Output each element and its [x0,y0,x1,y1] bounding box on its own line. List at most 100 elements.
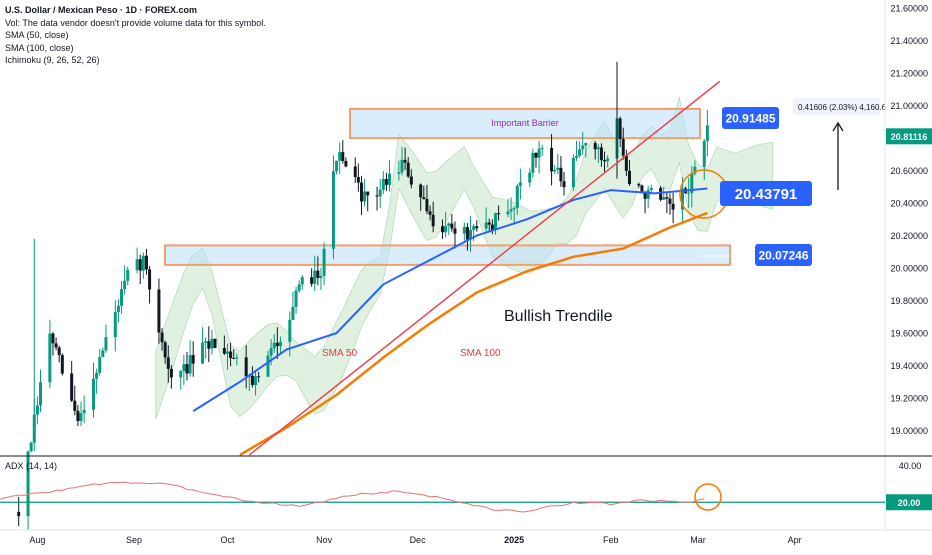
candle-body [310,277,314,284]
candle-body [51,333,55,344]
candle-body [409,176,413,185]
candle-body [297,284,301,291]
candle-body [512,208,516,210]
x-tick-label: Nov [316,535,333,545]
candle-body [73,400,77,411]
candle-body [17,511,21,517]
candle-body [493,213,497,230]
candle-body [375,195,379,197]
candle-body [250,375,254,386]
x-tick-label: Sep [126,535,142,545]
candle-body [257,376,261,378]
price-label-box [720,181,812,206]
candle-body [182,364,186,372]
candle-body [141,255,145,271]
annotation-sma50: SMA 50 [322,348,357,359]
candle-body [444,225,448,233]
candle-body [637,184,641,186]
candle-body [278,341,282,347]
candle-body [331,171,335,249]
x-tick-label: Mar [690,535,706,545]
x-tick-label: Aug [29,535,45,545]
candle-body [204,341,208,343]
candle-body [705,125,709,141]
candle-body [54,343,58,348]
candle-body [98,357,102,373]
candle-body [157,289,161,333]
candle-body [185,364,189,374]
candle-body [344,161,348,167]
study-sma100[interactable]: SMA (100, close) [5,42,74,53]
price-label-1: 20.43791 [735,186,798,203]
candle-body [662,197,666,200]
candle-body [441,226,444,233]
candle-body [341,152,345,162]
candle-body [338,152,342,161]
study-ichimoku[interactable]: Ichimoku (9, 26, 52, 26) [5,55,100,66]
candle-body [397,172,401,174]
candle-body [82,409,86,414]
candle-body [39,382,43,406]
candle-body [578,149,582,156]
candle-body [593,143,597,150]
candle-body [515,185,519,209]
candle-body [534,152,538,158]
candle-body [431,214,435,227]
candle-body [606,158,610,162]
candle-body [235,357,239,359]
candle-body [79,413,83,422]
candle-body [225,351,229,354]
candle-body [356,177,360,183]
candle-body [300,277,304,285]
candle-body [126,269,130,281]
candle-body [618,118,622,140]
candle-body [562,181,566,188]
candle-body [428,211,432,215]
candle-body [400,159,404,173]
annotation-sma100: SMA 100 [460,348,501,359]
candle-body [425,199,429,212]
measure-box [793,98,880,115]
adx-legend[interactable]: ADX (14, 14) [5,461,58,471]
candle-body [366,191,370,196]
candle-body [671,203,675,210]
bullish-trendline [248,80,721,456]
candle-body [26,451,30,517]
candle-body [91,378,95,410]
candle-body [291,306,295,320]
candle-body [166,357,170,369]
candle-body [406,162,410,177]
candle-body [163,342,167,358]
y-tick-label: 20.20000 [890,231,928,241]
y-tick-label: 21.40000 [890,36,928,46]
sma100-line [239,211,708,457]
candle-body [35,405,39,415]
study-sma50[interactable]: SMA (50, close) [5,30,69,41]
candle-body [148,269,152,290]
y-tick-label: 20.00000 [890,264,928,274]
adx-line [0,481,705,513]
adx-threshold-label: 20.00 [898,498,921,508]
candle-body [229,351,233,359]
x-tick-label: Feb [603,535,619,545]
candle-body [506,211,510,215]
candle-body [643,192,647,199]
candle-body [144,255,148,270]
candle-body [422,197,426,200]
candle-body [138,259,142,271]
candle-body [210,338,214,349]
symbol-title[interactable]: U.S. Dollar / Mexican Peso · 1D · FOREX.… [5,5,198,15]
candle-body [540,148,544,150]
candle-body [462,227,466,234]
candle-body [693,166,697,174]
candle-body [244,357,248,377]
candle-body [584,143,588,146]
candle-body [76,410,80,422]
candle-body [266,355,270,377]
candle-body [213,338,217,348]
ichimoku-cloud [155,97,774,419]
volume-note: Vol: The data vendor doesn't provide vol… [5,17,266,28]
candle-body [469,229,473,240]
